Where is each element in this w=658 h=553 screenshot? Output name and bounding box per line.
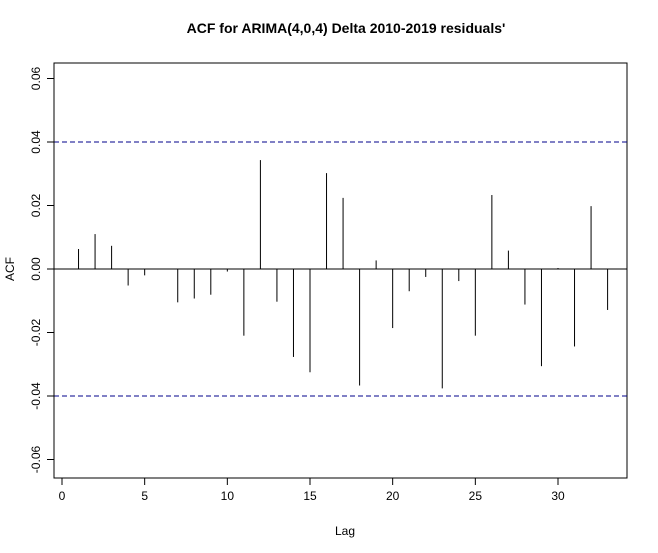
plot-area: 0 5 10 15 20 25 30 -0.06 -0.04 -0.02 0.00 0.02 0.04 0… [29, 62, 628, 503]
x-axis-title: Lag [335, 524, 355, 538]
x-tick-label: 10 [221, 489, 235, 503]
y-axis-title: ACF [3, 257, 17, 281]
x-tick-label: 30 [551, 489, 565, 503]
y-tick-label: 0.00 [29, 257, 43, 281]
chart-title: ACF for ARIMA(4,0,4) Delta 2010-2019 res… [187, 20, 506, 36]
y-tick-label: -0.02 [29, 319, 43, 347]
y-tick-label: 0.02 [29, 193, 43, 217]
x-tick-label: 5 [141, 489, 148, 503]
y-tick-label: -0.06 [29, 446, 43, 474]
x-tick-label: 0 [59, 489, 66, 503]
y-tick-label: 0.06 [29, 66, 43, 90]
y-tick-label: -0.04 [29, 382, 43, 410]
x-tick-label: 15 [303, 489, 317, 503]
x-tick-label: 20 [386, 489, 400, 503]
y-tick-label: 0.04 [29, 130, 43, 154]
x-tick-label: 25 [469, 489, 483, 503]
